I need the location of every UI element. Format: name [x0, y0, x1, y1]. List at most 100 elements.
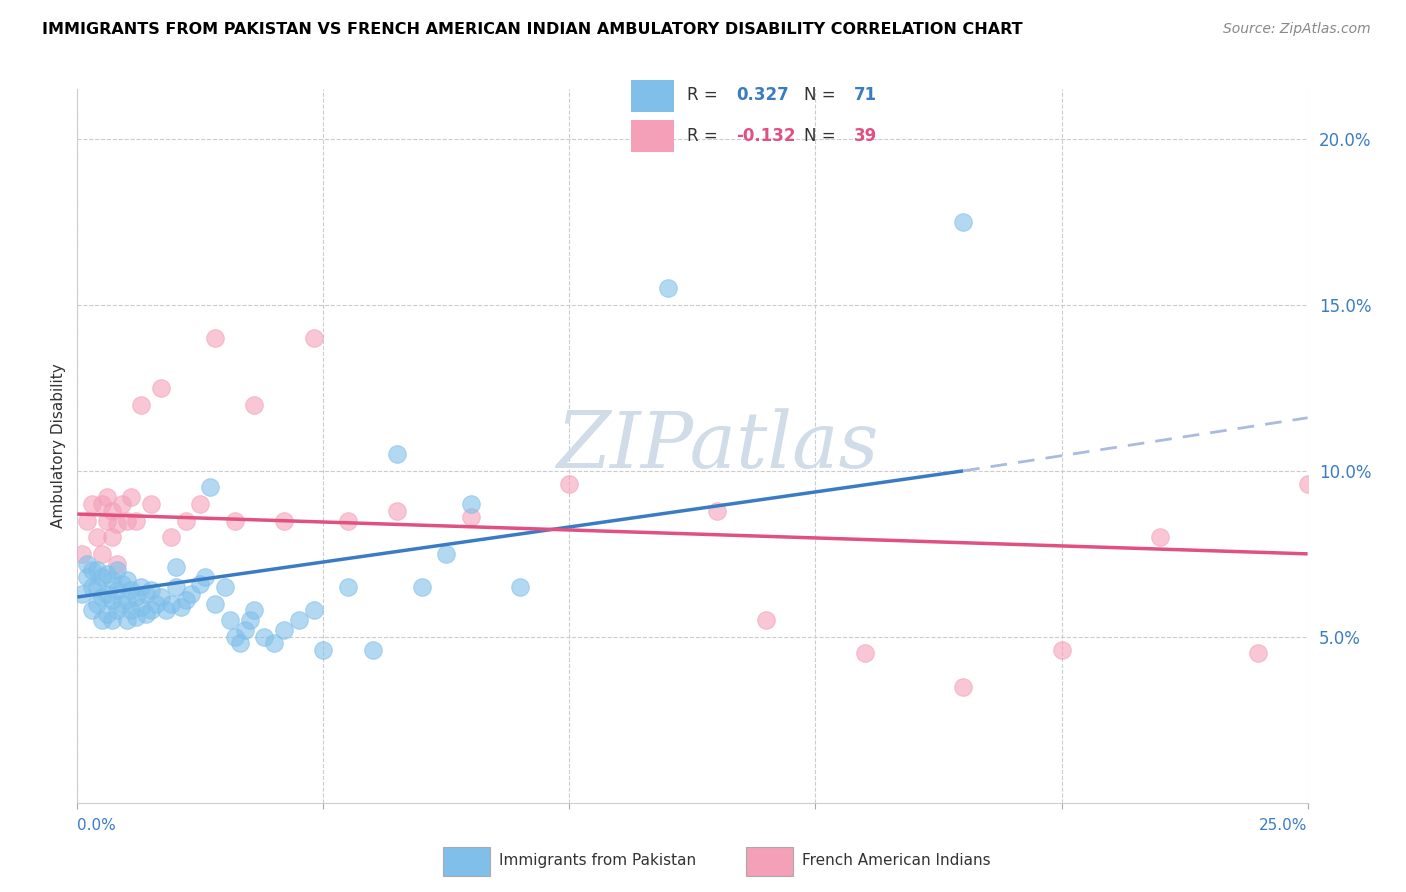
Point: [160, 530, 183, 544]
Point: [302, 331, 325, 345]
Y-axis label: Ambulatory Disability: Ambulatory Disability: [51, 364, 66, 528]
Point: [90, 497, 114, 511]
Point: [385, 447, 409, 461]
Text: N =: N =: [804, 127, 841, 145]
Point: [853, 647, 876, 661]
Text: N =: N =: [804, 87, 841, 104]
Point: [165, 560, 187, 574]
Point: [288, 613, 311, 627]
Point: [219, 613, 242, 627]
Point: [150, 381, 173, 395]
Point: [174, 514, 197, 528]
Point: [82, 497, 104, 511]
Point: [165, 580, 187, 594]
Point: [76, 557, 98, 571]
Point: [101, 613, 124, 627]
Point: [312, 643, 335, 657]
Point: [96, 514, 118, 528]
Point: [558, 477, 581, 491]
Point: [76, 570, 98, 584]
Point: [243, 397, 266, 411]
Point: [1149, 530, 1171, 544]
Point: [105, 557, 128, 571]
Point: [243, 603, 266, 617]
Point: [70, 547, 93, 561]
FancyBboxPatch shape: [443, 847, 489, 876]
Point: [952, 680, 974, 694]
Point: [90, 590, 114, 604]
Point: [188, 576, 212, 591]
Point: [86, 530, 108, 544]
Point: [86, 564, 108, 578]
FancyBboxPatch shape: [631, 120, 675, 152]
Point: [141, 583, 163, 598]
Point: [115, 593, 138, 607]
Point: [111, 597, 132, 611]
Point: [385, 504, 409, 518]
Point: [1050, 643, 1073, 657]
Point: [115, 613, 138, 627]
Point: [224, 514, 246, 528]
Text: 25.0%: 25.0%: [1260, 818, 1308, 832]
Text: 71: 71: [853, 87, 877, 104]
Text: 0.327: 0.327: [737, 87, 789, 104]
Point: [239, 613, 262, 627]
Point: [135, 587, 157, 601]
Point: [436, 547, 458, 561]
Text: ZIPatlas: ZIPatlas: [555, 408, 879, 484]
Point: [160, 597, 183, 611]
Point: [141, 603, 163, 617]
FancyBboxPatch shape: [747, 847, 793, 876]
Point: [952, 215, 974, 229]
Text: R =: R =: [686, 87, 723, 104]
Point: [145, 597, 167, 611]
Point: [125, 514, 148, 528]
Point: [101, 593, 124, 607]
Point: [155, 603, 177, 617]
Point: [263, 636, 285, 650]
Point: [111, 576, 132, 591]
Text: IMMIGRANTS FROM PAKISTAN VS FRENCH AMERICAN INDIAN AMBULATORY DISABILITY CORRELA: IMMIGRANTS FROM PAKISTAN VS FRENCH AMERI…: [42, 22, 1022, 37]
Text: R =: R =: [686, 127, 723, 145]
Point: [180, 587, 202, 601]
Point: [1296, 477, 1319, 491]
Point: [82, 580, 104, 594]
Point: [174, 593, 197, 607]
Point: [361, 643, 384, 657]
Point: [273, 624, 295, 638]
Point: [96, 607, 118, 621]
Point: [82, 603, 104, 617]
Point: [170, 599, 193, 614]
Point: [101, 504, 124, 518]
Point: [141, 497, 163, 511]
Point: [82, 564, 104, 578]
Point: [121, 603, 143, 617]
Point: [90, 570, 114, 584]
Point: [228, 636, 252, 650]
Point: [121, 491, 143, 505]
Point: [337, 580, 360, 594]
Point: [105, 583, 128, 598]
Point: [115, 574, 138, 588]
Point: [224, 630, 246, 644]
Point: [200, 481, 222, 495]
Point: [253, 630, 276, 644]
Point: [188, 497, 212, 511]
Text: Source: ZipAtlas.com: Source: ZipAtlas.com: [1223, 22, 1371, 37]
Point: [96, 587, 118, 601]
Point: [90, 613, 114, 627]
Point: [706, 504, 728, 518]
Point: [125, 590, 148, 604]
Point: [101, 574, 124, 588]
FancyBboxPatch shape: [631, 80, 675, 112]
Point: [460, 497, 482, 511]
Text: French American Indians: French American Indians: [801, 854, 991, 868]
Point: [101, 530, 124, 544]
Point: [76, 514, 98, 528]
Point: [129, 580, 153, 594]
Point: [121, 583, 143, 598]
Point: [204, 331, 226, 345]
Point: [657, 281, 679, 295]
Point: [70, 587, 93, 601]
Text: -0.132: -0.132: [737, 127, 796, 145]
